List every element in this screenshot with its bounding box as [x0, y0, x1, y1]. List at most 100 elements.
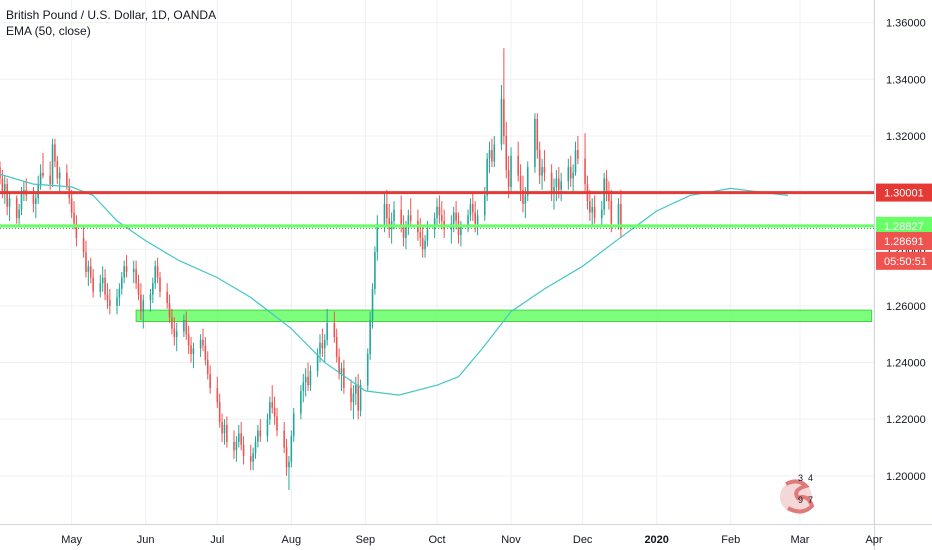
candle-body — [32, 195, 35, 204]
candle-body — [54, 144, 56, 162]
candle-body — [273, 407, 276, 417]
candle-body — [567, 167, 570, 182]
candle-body — [35, 198, 37, 204]
candle-body — [610, 201, 613, 224]
candle-body — [319, 342, 321, 355]
countdown-tag: 05:50:51 — [884, 256, 927, 268]
candle-body — [405, 226, 407, 238]
candle-body — [519, 175, 522, 190]
time-tick-label: Mar — [790, 534, 809, 546]
candle-body — [386, 203, 388, 219]
candle-body — [15, 198, 18, 219]
candle-body — [42, 172, 44, 176]
candle-body — [426, 229, 429, 241]
candle-body — [388, 218, 391, 230]
candle-body — [486, 158, 488, 196]
time-tick-label: Dec — [573, 534, 593, 546]
candle-body — [168, 303, 171, 318]
tradingview-logo-icon[interactable]: 3 4 9 7 — [780, 473, 815, 514]
candle-body — [204, 345, 207, 360]
candle-body — [1, 178, 4, 193]
price-tags-layer: 1.30001 1.28827 1.28691 05:50:51 — [876, 183, 932, 270]
candle-body — [522, 189, 524, 204]
zone-layer — [135, 309, 873, 322]
candle-body — [503, 99, 505, 136]
candle-body — [343, 368, 345, 389]
candle-body — [216, 388, 219, 403]
price-tick-label: 1.24000 — [886, 358, 926, 370]
candle-body — [300, 390, 302, 414]
candle-body — [75, 223, 78, 238]
time-tick-label: Apr — [865, 534, 882, 546]
candle-body — [302, 382, 305, 391]
support-price-tag-bg — [876, 216, 932, 235]
candle-body — [577, 150, 579, 159]
logo-swoosh — [785, 479, 815, 514]
symbol-title[interactable]: British Pound / U.S. Dollar, 1D, OANDA — [6, 8, 217, 22]
candle-body — [335, 337, 338, 357]
candle-body — [73, 212, 75, 224]
candle-body — [374, 252, 376, 289]
ema-indicator-label[interactable]: EMA (50, close) — [6, 24, 91, 38]
candle-body — [3, 184, 6, 193]
candle-body — [199, 339, 202, 349]
candle-body — [452, 212, 455, 224]
candle-body — [235, 441, 238, 451]
candle-body — [175, 331, 178, 338]
candle-body — [85, 252, 87, 272]
last-price-tag-bg — [876, 232, 932, 251]
ema-line — [0, 173, 789, 396]
candle-body — [474, 212, 477, 224]
candle-body — [359, 385, 362, 411]
candle-body — [120, 277, 123, 289]
candle-body — [526, 167, 529, 196]
candle-body — [402, 226, 405, 238]
price-tick-label: 1.32000 — [886, 131, 926, 143]
candle-body — [572, 172, 574, 179]
candle-body — [226, 424, 228, 442]
candle-body — [574, 150, 577, 173]
candle-body — [237, 433, 240, 442]
candle-body — [472, 203, 474, 213]
candle-body — [283, 430, 285, 448]
candle-body — [424, 240, 426, 250]
candle-body — [541, 167, 543, 176]
candle-body — [557, 178, 560, 190]
candle-body — [106, 294, 109, 301]
logo-digit: 3 — [798, 473, 803, 483]
logo-digit: 4 — [808, 473, 813, 483]
candle-body — [350, 388, 352, 403]
countdown-tag-bg — [876, 251, 932, 270]
candle-body — [70, 198, 73, 213]
candle-body — [92, 277, 94, 292]
candle-body — [355, 385, 357, 394]
candle-body — [491, 150, 493, 162]
candle-body — [173, 328, 176, 338]
candle-body — [440, 215, 443, 221]
candle-body — [159, 277, 161, 292]
candle-body — [436, 206, 438, 219]
price-tick-label: 1.26000 — [886, 301, 926, 313]
candle-body — [555, 178, 558, 187]
candle-body — [591, 206, 594, 213]
candle-body — [340, 368, 343, 374]
candle-body — [517, 155, 519, 176]
candle-body — [407, 215, 410, 227]
candle-body — [483, 195, 486, 216]
candle-body — [357, 385, 359, 411]
time-tick-label: Jul — [210, 534, 224, 546]
candle-body — [534, 118, 536, 168]
candle-body — [584, 158, 586, 185]
candle-body — [553, 186, 555, 193]
candle-body — [190, 345, 192, 355]
candle-body — [185, 320, 188, 335]
candle-body — [438, 206, 441, 216]
grid-layer — [0, 0, 875, 524]
candle-body — [20, 192, 23, 210]
candle-body — [218, 402, 221, 423]
candle-body — [393, 209, 395, 221]
candle-body — [493, 144, 496, 162]
time-tick-label: Nov — [501, 534, 521, 546]
